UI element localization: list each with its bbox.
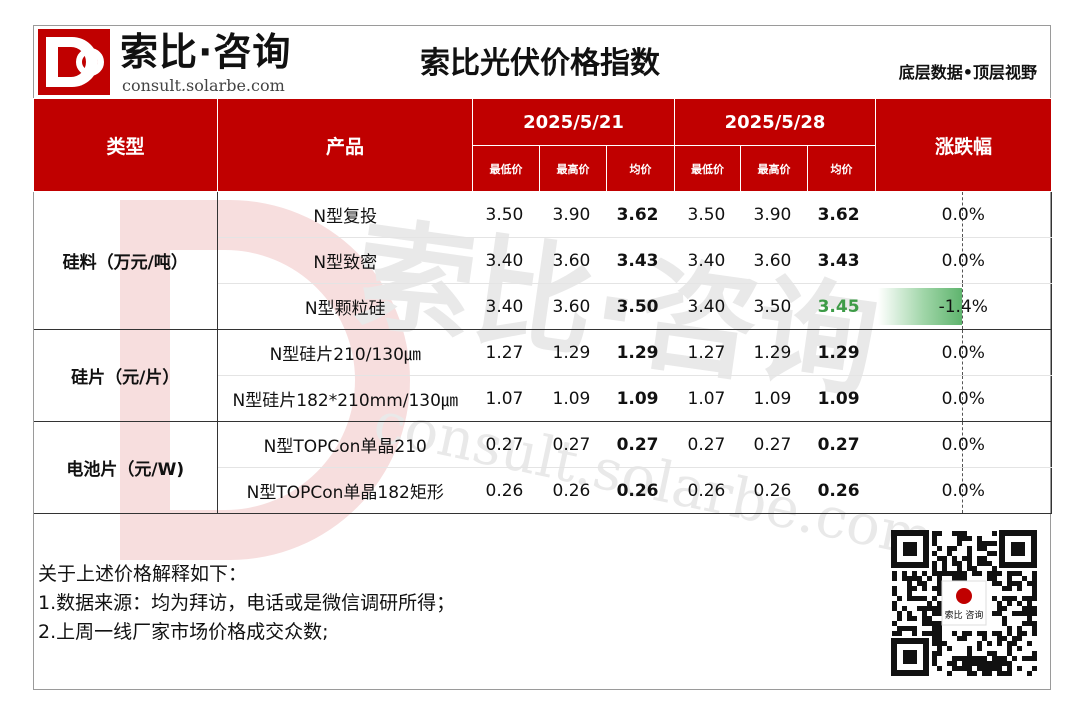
price-low-1: 1.27 [472,329,540,376]
change-cell: 0.0% [875,237,1053,284]
qr-label: 索比 咨询 [945,609,984,621]
change-cell: 0.0% [875,191,1053,238]
brand-url: consult.solarbe.com [122,76,285,95]
price-avg-2: 3.45 [807,283,876,330]
price-high-2: 1.29 [740,329,808,376]
change-value: 0.0% [941,204,985,225]
price-low-2: 0.27 [674,421,741,468]
price-table: 类型 产品 2025/5/21 2025/5/28 涨跌幅 最低价 最高价 均价… [33,98,1053,514]
change-value: 0.0% [941,342,985,363]
product-cell: N型复投 [217,191,473,238]
note-item: 1.数据来源：均为拜访，电话或是微信调研所得； [38,592,456,614]
solarbe-logo-icon [38,29,110,95]
table-row: 硅片（元/片） N型硅片210/130㎛ 1.27 1.29 1.29 1.27… [33,329,1053,422]
table-row: 硅料（万元/吨） N型复投 3.50 3.90 3.62 3.50 3.90 3… [33,191,1053,330]
price-high-2: 3.50 [740,283,808,330]
price-high-1: 3.60 [539,237,607,284]
price-avg-2: 1.29 [807,329,876,376]
header-change: 涨跌幅 [875,98,1053,192]
price-low-1: 0.26 [472,467,540,514]
price-high-1: 1.29 [539,329,607,376]
price-high-2: 0.26 [740,467,808,514]
price-high-1: 3.90 [539,191,607,238]
price-low-1: 3.40 [472,283,540,330]
header-avg-1: 均价 [605,145,676,192]
price-low-1: 1.07 [472,375,540,422]
price-low-1: 0.27 [472,421,540,468]
product-cell: N型致密 [217,237,473,284]
note-item: 2.上周一线厂家市场价格成交众数; [38,621,329,643]
price-high-1: 0.27 [539,421,607,468]
price-low-2: 0.26 [674,467,741,514]
qr-logo-icon [956,588,972,604]
price-high-2: 1.09 [740,375,808,422]
price-avg-1: 3.50 [606,283,675,330]
change-value: 0.0% [941,250,985,271]
change-cell: 0.0% [875,467,1053,514]
header-high-1: 最高价 [539,145,607,192]
price-high-1: 0.26 [539,467,607,514]
change-cell: 0.0% [875,421,1053,468]
change-cell: 0.0% [875,329,1053,376]
price-low-2: 3.50 [674,191,741,238]
change-cell: -1.4% [875,283,1053,330]
price-low-2: 1.27 [674,329,741,376]
change-bar [877,288,962,325]
header-type: 类型 [33,98,218,192]
page-title: 索比光伏价格指数 [420,46,660,81]
change-cell: 0.0% [875,375,1053,422]
price-high-2: 3.60 [740,237,808,284]
price-high-2: 3.90 [740,191,808,238]
price-avg-2: 0.27 [807,421,876,468]
product-cell: N型颗粒硅 [217,283,473,330]
product-cell: N型硅片182*210mm/130㎛ [217,375,473,422]
change-value: 0.0% [941,434,985,455]
slogan: 底层数据•顶层视野 [898,63,1037,82]
table-row: N型硅片182*210mm/130㎛ 1.07 1.09 1.09 1.07 1… [34,375,1053,422]
category-cell: 硅料（万元/吨） [33,191,218,330]
price-avg-2: 0.26 [807,467,876,514]
price-avg-1: 0.26 [606,467,675,514]
notes-block: 关于上述价格解释如下： 1.数据来源：均为拜访，电话或是微信调研所得； 2.上周… [38,560,455,647]
price-avg-1: 1.29 [606,329,675,376]
price-avg-2: 1.09 [807,375,876,422]
price-high-1: 3.60 [539,283,607,330]
price-low-2: 3.40 [674,283,741,330]
header-low-1: 最低价 [472,145,540,192]
price-high-1: 1.09 [539,375,607,422]
price-avg-2: 3.62 [807,191,876,238]
change-value: 0.0% [941,388,985,409]
price-avg-1: 3.43 [606,237,675,284]
change-value: -1.4% [938,296,988,317]
header-product: 产品 [217,98,473,192]
price-avg-2: 3.43 [807,237,876,284]
header-avg-2: 均价 [807,145,877,192]
price-avg-1: 3.62 [606,191,675,238]
price-low-2: 1.07 [674,375,741,422]
price-low-1: 3.40 [472,237,540,284]
header-high-2: 最高价 [740,145,809,192]
header-date-1: 2025/5/21 [471,98,676,146]
header-date-2: 2025/5/28 [674,98,877,146]
table-row: N型致密 3.40 3.60 3.43 3.40 3.60 3.43 0.0% [34,237,1053,284]
header-low-2: 最低价 [674,145,742,192]
category-cell: 硅片（元/片） [33,329,218,422]
table-row: N型TOPCon单晶182矩形 0.26 0.26 0.26 0.26 0.26… [34,467,1053,514]
product-cell: N型TOPCon单晶210 [217,421,473,468]
product-cell: N型硅片210/130㎛ [217,329,473,376]
table-row: 电池片（元/W) N型TOPCon单晶210 0.27 0.27 0.27 0.… [33,421,1053,514]
qr-code-icon[interactable]: 索比 咨询 [891,530,1037,676]
brand-name: 索比·咨询 [120,30,292,74]
change-value: 0.0% [941,480,985,501]
table-row: N型颗粒硅 3.40 3.60 3.50 3.40 3.50 3.45 -1.4… [34,283,1053,330]
price-high-2: 0.27 [740,421,808,468]
price-low-2: 3.40 [674,237,741,284]
price-avg-1: 1.09 [606,375,675,422]
notes-heading: 关于上述价格解释如下： [38,563,248,585]
product-cell: N型TOPCon单晶182矩形 [217,467,473,514]
price-low-1: 3.50 [472,191,540,238]
category-cell: 电池片（元/W) [33,421,218,514]
price-avg-1: 0.27 [606,421,675,468]
